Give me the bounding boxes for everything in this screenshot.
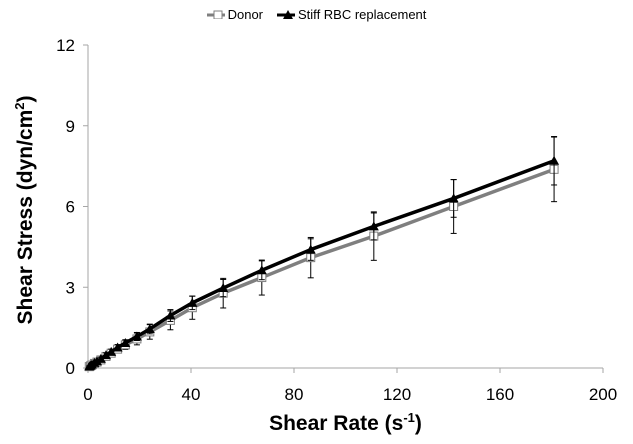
data-point xyxy=(305,244,316,254)
x-axis-label-text: Shear Rate (s xyxy=(269,412,404,435)
data-point xyxy=(112,342,123,352)
data-point xyxy=(120,337,131,347)
data-point xyxy=(101,350,112,360)
data-point xyxy=(131,331,142,341)
series-layer xyxy=(84,136,560,372)
y-axis-label-close: ) xyxy=(14,95,37,103)
y-axis-label-wrap: Shear Stress (dyn/cm2) xyxy=(6,60,46,360)
legend-item-stiff-rbc: Stiff RBC replacement xyxy=(277,7,426,22)
data-point xyxy=(144,323,155,333)
y-axis-label-text: Shear Stress (dyn/cm xyxy=(14,109,37,325)
y-tick-label: 12 xyxy=(56,36,75,55)
data-point xyxy=(165,310,176,320)
legend-label-donor: Donor xyxy=(227,6,264,22)
x-axis-label-sup: -1 xyxy=(403,410,415,425)
series-line xyxy=(88,167,555,369)
series-0 xyxy=(84,136,559,372)
legend-swatch-stiff-rbc xyxy=(277,10,296,19)
data-point xyxy=(106,346,117,356)
x-tick-label: 160 xyxy=(486,385,514,404)
y-tick-label: 6 xyxy=(66,198,75,217)
legend-label-stiff-rbc: Stiff RBC replacement xyxy=(298,6,427,22)
data-point xyxy=(95,353,106,363)
y-tick-label: 9 xyxy=(66,117,75,136)
x-tick-label: 120 xyxy=(383,385,411,404)
data-point xyxy=(92,356,103,366)
x-axis-label-close: ) xyxy=(414,412,422,435)
data-point xyxy=(218,283,229,293)
data-point xyxy=(368,221,379,231)
legend-swatch-donor xyxy=(206,10,225,19)
data-point xyxy=(448,193,459,203)
legend: Donor Stiff RBC replacement xyxy=(0,4,633,24)
x-tick-label: 200 xyxy=(589,385,617,404)
x-axis-label: Shear Rate (s-1) xyxy=(88,410,603,436)
y-axis-label-sup: 2 xyxy=(12,102,27,110)
data-point xyxy=(187,297,198,307)
y-tick-label: 0 xyxy=(66,359,75,378)
x-tick-label: 0 xyxy=(83,385,92,404)
legend-item-donor: Donor xyxy=(206,6,264,22)
data-point xyxy=(549,155,560,165)
series-1 xyxy=(84,136,560,371)
y-axis-label: Shear Stress (dyn/cm2) xyxy=(12,95,38,325)
y-tick-label: 3 xyxy=(66,278,75,297)
x-tick-label: 40 xyxy=(182,385,201,404)
x-tick-label: 80 xyxy=(285,385,304,404)
data-point xyxy=(256,265,267,275)
series-line xyxy=(88,159,555,368)
